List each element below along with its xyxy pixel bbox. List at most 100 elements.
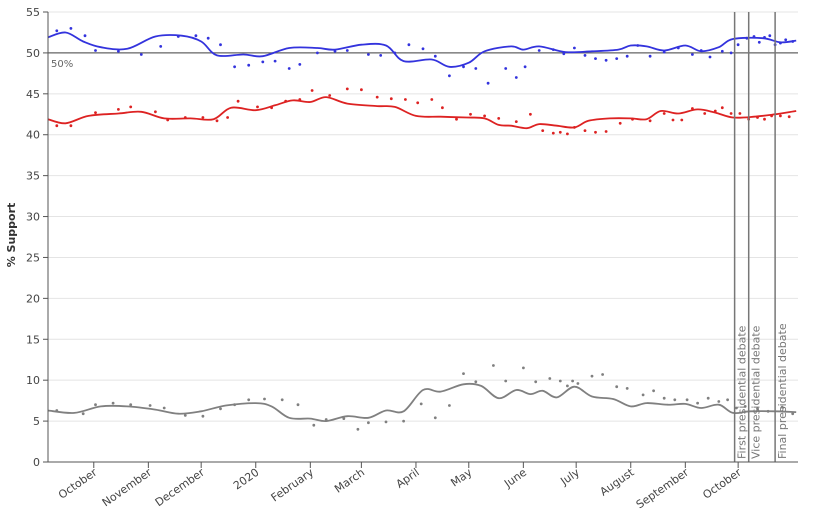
- poll-point: [662, 396, 666, 400]
- poll-point: [768, 34, 772, 38]
- poll-point: [55, 124, 59, 128]
- debate-label: Vice presidential debate: [750, 325, 763, 459]
- poll-point: [780, 405, 784, 409]
- poll-point: [604, 130, 608, 133]
- poll-point: [55, 29, 59, 33]
- poll-point: [219, 43, 222, 47]
- poll-point: [448, 404, 451, 407]
- poll-point: [571, 379, 574, 383]
- poll-point: [791, 412, 795, 416]
- x-tick-label: November: [100, 466, 155, 510]
- poll-point: [247, 398, 251, 402]
- poll-point: [139, 53, 143, 56]
- poll-point: [784, 38, 788, 42]
- poll-point: [504, 67, 508, 70]
- poll-point: [756, 407, 759, 411]
- poll-point: [726, 398, 729, 402]
- poll-point: [333, 49, 337, 53]
- x-tick-label: March: [332, 466, 367, 496]
- poll-point: [261, 60, 265, 64]
- poll-point: [117, 49, 120, 53]
- poll-point: [618, 121, 622, 125]
- poll-point: [183, 414, 187, 417]
- x-tick-label: July: [557, 466, 582, 489]
- poll-point: [433, 416, 437, 420]
- poll-point: [566, 384, 569, 388]
- poll-point: [720, 49, 724, 53]
- debate-label: First presidential debate: [736, 325, 749, 459]
- poll-point: [247, 63, 251, 67]
- poll-point: [685, 398, 689, 402]
- poll-point: [708, 55, 712, 59]
- trend-line-1: [47, 96, 797, 130]
- poll-point: [548, 377, 552, 380]
- poll-point: [312, 423, 316, 427]
- poll-point: [462, 372, 465, 375]
- poll-point: [194, 34, 198, 38]
- reference-line-group: 50%: [48, 52, 798, 70]
- poll-point: [662, 50, 666, 54]
- poll-point: [154, 110, 157, 114]
- poll-point: [566, 132, 569, 136]
- poll-point: [94, 403, 97, 407]
- poll-point: [483, 114, 486, 118]
- poll-point: [448, 74, 451, 78]
- x-tick-label: May: [448, 466, 474, 490]
- poll-point: [263, 397, 266, 401]
- poll-point: [148, 404, 152, 407]
- poll-point: [402, 419, 405, 423]
- reference-line-label: 50%: [51, 59, 73, 70]
- poll-point: [384, 420, 388, 424]
- poll-point: [514, 120, 518, 123]
- poll-point: [497, 117, 501, 120]
- poll-point: [360, 88, 363, 92]
- poll-point: [648, 54, 652, 58]
- poll-point: [671, 118, 675, 122]
- poll-point: [583, 129, 587, 133]
- poll-point: [735, 406, 738, 410]
- poll-point: [562, 52, 566, 56]
- poll-point: [162, 406, 166, 410]
- poll-point: [523, 65, 527, 69]
- poll-point: [129, 403, 133, 407]
- poll-point: [736, 43, 740, 47]
- poll-point: [706, 396, 710, 400]
- trend-line-0: [47, 31, 797, 68]
- poll-point: [421, 47, 425, 51]
- poll-point: [529, 112, 532, 116]
- trend-lines: [47, 31, 797, 423]
- poll-point: [573, 46, 576, 50]
- poll-point: [94, 111, 97, 114]
- poll-point: [558, 379, 562, 383]
- x-tick-label: December: [153, 466, 208, 510]
- poll-point: [201, 116, 205, 119]
- poll-point: [673, 398, 677, 402]
- poll-point: [590, 374, 594, 378]
- poll-point: [717, 400, 721, 403]
- poll-point: [287, 67, 291, 70]
- poll-point: [83, 34, 87, 38]
- poll-point: [296, 403, 300, 407]
- poll-point: [233, 65, 237, 69]
- poll-point: [474, 67, 478, 70]
- grid: [48, 11, 798, 463]
- poll-point: [779, 114, 782, 118]
- poll-point: [601, 373, 604, 376]
- poll-point: [256, 105, 259, 109]
- poll-point: [226, 116, 230, 119]
- poll-point: [206, 36, 210, 40]
- poll-point: [662, 112, 666, 115]
- poll-point: [537, 49, 541, 52]
- poll-point: [455, 117, 458, 121]
- poll-point: [541, 129, 545, 133]
- poll-point: [615, 57, 619, 60]
- y-tick-label: 55: [26, 6, 40, 19]
- poll-point: [310, 89, 314, 92]
- poll-point: [356, 427, 360, 431]
- poll-point: [407, 43, 411, 47]
- poll-point: [594, 130, 597, 134]
- y-tick-label: 45: [26, 88, 40, 101]
- y-tick-label: 0: [33, 456, 40, 469]
